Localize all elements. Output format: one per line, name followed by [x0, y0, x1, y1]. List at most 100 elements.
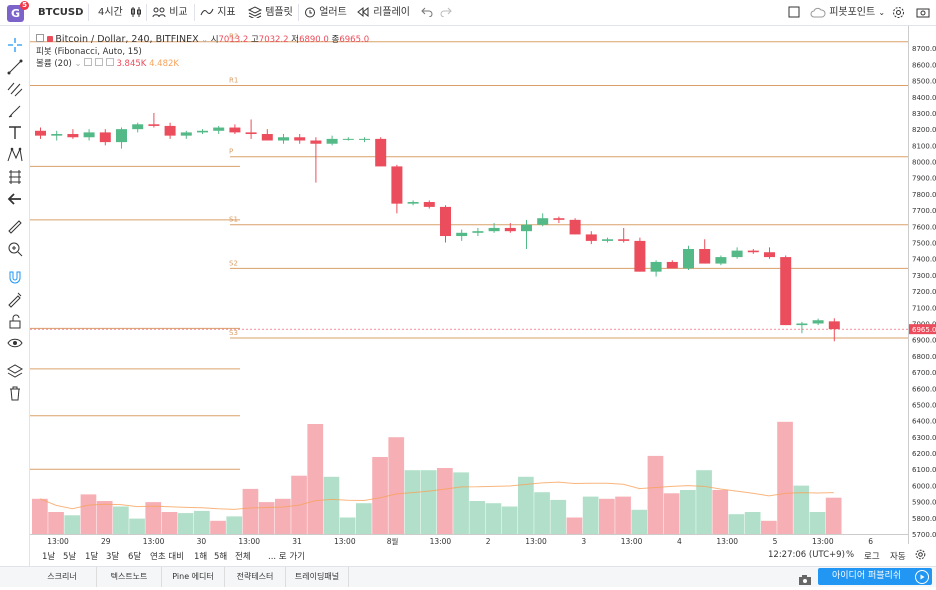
- volume-bar: [712, 490, 729, 534]
- tab-text-notes[interactable]: 텍스트노트: [97, 567, 162, 587]
- volume-legend[interactable]: 볼륨 (20) ⌄ 3.845K 4.482K: [36, 58, 179, 69]
- candle: [83, 132, 95, 138]
- candle: [67, 134, 79, 138]
- open-value: 7013.2: [218, 35, 249, 45]
- indicators-button[interactable]: 지표: [200, 0, 236, 25]
- settings-button[interactable]: [892, 0, 905, 25]
- candle: [602, 239, 613, 241]
- camera-icon: [916, 8, 930, 18]
- legend-options-icon[interactable]: ⌄: [201, 35, 208, 44]
- alert-button[interactable]: 얼러트: [304, 0, 347, 25]
- volume-bar: [599, 498, 615, 534]
- back-arrow-icon[interactable]: [6, 190, 24, 208]
- price-tick-label: 7700.0: [912, 207, 936, 215]
- range-ytd[interactable]: 연초 대비: [150, 552, 184, 562]
- brush-icon[interactable]: [6, 102, 24, 120]
- chart-style-button[interactable]: [130, 0, 142, 25]
- layers-icon[interactable]: [6, 362, 24, 380]
- pivot-legend[interactable]: 피봇 (Fibonacci, Auto, 15): [36, 47, 142, 57]
- candle: [180, 132, 192, 136]
- pivot-points-button[interactable]: 피봇포인트 ⌄: [810, 0, 885, 25]
- pitchfork-icon[interactable]: [6, 80, 24, 98]
- forecast-icon[interactable]: [6, 168, 24, 186]
- lock-drawing-icon[interactable]: [6, 290, 24, 308]
- price-tick-label: 7300.0: [912, 272, 936, 280]
- range-3m[interactable]: 3달: [106, 552, 120, 562]
- tab-strategy-tester[interactable]: 전략테스터: [225, 567, 286, 587]
- symbol-search[interactable]: BTCUSD: [38, 7, 84, 18]
- tab-pine-editor[interactable]: Pine 에디터: [162, 567, 225, 587]
- templates-button[interactable]: 템플릿: [247, 0, 293, 25]
- candle: [747, 250, 759, 253]
- collapse-icon[interactable]: [36, 34, 44, 42]
- snapshot-button[interactable]: [916, 0, 930, 25]
- candle: [423, 202, 435, 207]
- time-tick-label: 13:00: [47, 537, 69, 546]
- goto-date-button[interactable]: ... 로 가기: [268, 552, 305, 562]
- price-tick-label: 7500.0: [912, 240, 936, 248]
- high-value: 7032.2: [258, 35, 289, 45]
- trendline-icon[interactable]: [6, 58, 24, 76]
- clock-timezone[interactable]: 12:27:06 (UTC+9): [768, 550, 845, 560]
- price-tick-label: 8700.0: [912, 45, 936, 53]
- tab-trading-panel[interactable]: 트레이딩패널: [286, 567, 349, 587]
- volume-bar: [339, 517, 356, 534]
- interval-selector[interactable]: 4시간: [98, 7, 123, 18]
- auto-toggle[interactable]: 자동: [890, 552, 906, 562]
- range-5d[interactable]: 5날: [63, 552, 77, 562]
- candles-icon: [131, 7, 141, 17]
- percent-toggle[interactable]: %: [846, 550, 855, 560]
- price-tick-label: 8400.0: [912, 94, 936, 102]
- replay-icon: [357, 6, 369, 18]
- price-tick-label: 6800.0: [912, 353, 936, 361]
- magnet-icon[interactable]: [6, 268, 24, 286]
- red-dot-icon: [46, 36, 53, 42]
- eye-icon[interactable]: [6, 334, 24, 352]
- price-tick-label: 6100.0: [912, 466, 936, 474]
- price-tick-label: 5800.0: [912, 515, 936, 523]
- chart-pane[interactable]: R2 R1 P S1 S2 S3: [30, 26, 908, 544]
- volume-bar: [177, 513, 194, 534]
- log-toggle[interactable]: 로그: [864, 552, 880, 562]
- price-axis[interactable]: 5700.0 5800.0 5900.0 6000.0 6100.0 6200.0 6300…: [908, 26, 936, 544]
- volume-bar: [96, 501, 113, 534]
- compare-button[interactable]: 비교: [152, 0, 188, 25]
- volume-bar: [663, 493, 680, 534]
- redo-button[interactable]: [440, 0, 452, 25]
- trash-icon[interactable]: [6, 384, 24, 402]
- legend-settings-icon[interactable]: [95, 58, 104, 66]
- unlock-icon[interactable]: [6, 312, 24, 330]
- chevron-down-icon: ⌄: [878, 8, 886, 17]
- volume-bar: [825, 497, 842, 534]
- volume-ma-value: 4.482K: [149, 59, 179, 69]
- range-5y[interactable]: 5해: [214, 552, 228, 562]
- tab-screener[interactable]: 스크리너: [28, 567, 97, 587]
- volume-bar: [501, 506, 518, 534]
- ruler-icon[interactable]: [6, 218, 24, 236]
- undo-button[interactable]: [421, 0, 433, 25]
- publish-idea-button[interactable]: 아이디어 퍼블리쉬: [818, 568, 932, 585]
- range-all[interactable]: 전체: [235, 552, 251, 562]
- range-1d[interactable]: 1날: [42, 552, 56, 562]
- volume-bar: [550, 499, 567, 534]
- time-axis[interactable]: 13:00 29 13:00 30 13:00 31 13:00 8월 13:00 2 13:00 3…: [30, 534, 908, 547]
- legend-close-icon[interactable]: [105, 58, 114, 66]
- pattern-icon[interactable]: [6, 146, 24, 164]
- crosshair-icon[interactable]: [6, 36, 24, 54]
- range-1y[interactable]: 1해: [194, 552, 208, 562]
- camera-icon[interactable]: [798, 571, 812, 590]
- series-title[interactable]: Bitcoin / Dollar, 240, BITFINEX: [55, 34, 199, 45]
- volume-bar: [420, 470, 437, 534]
- fullscreen-button[interactable]: [788, 0, 800, 25]
- range-6m[interactable]: 6달: [128, 552, 142, 562]
- main-series-legend: Bitcoin / Dollar, 240, BITFINEX ⌄ 시7013.…: [36, 33, 369, 45]
- text-icon[interactable]: [6, 124, 24, 142]
- legend-eye-icon[interactable]: [84, 58, 93, 66]
- replay-button[interactable]: 리플레이: [356, 0, 410, 25]
- candle: [164, 125, 176, 136]
- zoom-icon[interactable]: [6, 240, 24, 258]
- axis-settings-button[interactable]: [915, 549, 926, 563]
- range-1m[interactable]: 1달: [85, 552, 99, 562]
